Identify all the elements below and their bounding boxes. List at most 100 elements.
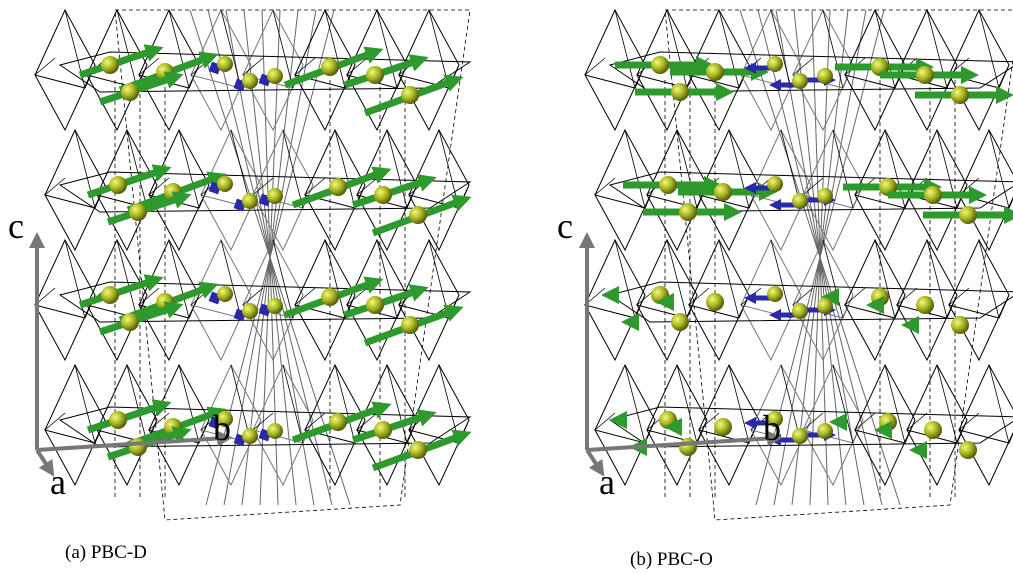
octahedron-edge [625,365,645,443]
octahedron-edge [897,288,917,305]
octahedron-edge [771,240,791,318]
octahedron-edge [689,288,709,305]
atom [374,421,392,439]
atom [109,411,127,429]
atom [267,298,283,314]
atom [267,68,283,84]
octahedron [409,130,469,250]
atom [792,303,808,319]
caption: (b) PBC-O [630,549,713,570]
octahedron-edge [907,413,927,430]
atom [267,423,283,439]
octahedron-edge [793,58,813,75]
octahedron-edge [729,130,749,208]
octahedron-edge [677,130,697,208]
octahedron-edge [989,365,1009,443]
octahedron-edge [221,10,241,88]
atom [767,286,783,302]
axis-label: c [8,206,24,246]
atom [101,56,119,74]
atom [706,63,724,81]
atom [671,313,689,331]
octahedron [949,10,1009,130]
crystal-structure [35,10,1013,520]
octahedron-edge [139,58,159,75]
atom [129,203,147,221]
atom [916,296,934,314]
panel [585,10,1013,520]
atom [817,298,833,314]
octahedron-edge [625,130,645,208]
atom [242,428,258,444]
atom [951,316,969,334]
atom [121,83,139,101]
atom [817,423,833,439]
octahedron-edge [117,10,137,88]
atom [916,66,934,84]
axis-label: b [763,408,781,448]
octahedron-edge [35,58,55,75]
octahedron-edge [615,10,635,88]
atom [659,176,677,194]
atom [714,183,732,201]
octahedron-edge [243,58,263,75]
atom [267,188,283,204]
atom [817,68,833,84]
atom [321,58,339,76]
panel-a-labels: c a b (a) PBC-D [8,206,231,563]
octahedron-edge [615,240,635,318]
octahedron [595,130,655,250]
axis-label: a [50,462,66,502]
octahedron-edge [335,365,355,443]
octahedron-edge [855,413,875,430]
octahedron-edge [325,10,345,88]
atom [217,286,233,302]
octahedron-edge [979,10,999,88]
atom [129,438,147,456]
atom [109,176,127,194]
axis-arrow [37,450,50,470]
atom [366,66,384,84]
atom [329,178,347,196]
octahedron-edge [677,365,697,443]
atom [651,56,669,74]
octahedron-edge [127,130,147,208]
axis-label: a [599,462,615,502]
atom [401,316,419,334]
octahedron-edge [771,10,791,88]
atom [242,73,258,89]
octahedron-edge [667,10,687,88]
octahedron [585,240,645,360]
atom [924,186,942,204]
octahedron-edge [845,288,865,305]
atom [121,313,139,331]
panel-b-labels: c a b (b) PBC-O [557,206,781,570]
atom [706,293,724,311]
caption: (a) PBC-D [65,542,147,563]
atom [217,176,233,192]
atom [329,413,347,431]
atom [409,206,427,224]
octahedron-edge [325,240,345,318]
atom [714,418,732,436]
axis-label: c [557,206,573,246]
atom [366,296,384,314]
atom [951,86,969,104]
octahedron-edge [139,288,159,305]
atom [792,193,808,209]
panel [35,10,470,520]
atom [959,441,977,459]
atom [409,441,427,459]
atom [767,176,783,192]
axis-label: b [213,408,231,448]
atom [242,303,258,319]
atom [959,206,977,224]
atom [217,56,233,72]
octahedron-edge [127,365,147,443]
octahedron-edge [439,130,459,208]
octahedron [959,130,1013,250]
octahedron [585,10,645,130]
atom [101,286,119,304]
atom [817,188,833,204]
octahedron-edge [667,240,687,318]
